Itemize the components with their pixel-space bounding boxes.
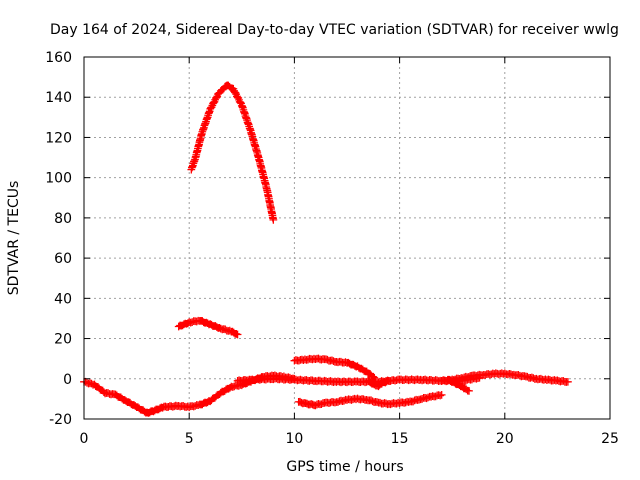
y-axis-label: SDTVAR / TECUs (6, 181, 22, 296)
x-axis-label: GPS time / hours (286, 459, 403, 475)
x-tick-label: 10 (285, 431, 303, 447)
y-tick-label: 140 (45, 90, 72, 106)
y-tick-label: 20 (54, 332, 72, 348)
y-tick-label: 40 (54, 291, 72, 307)
y-tick-label: 100 (45, 171, 72, 187)
x-tick-label: 0 (80, 431, 89, 447)
series-track-6 (294, 391, 446, 410)
series-track-3 (174, 316, 242, 339)
axes: 0 5 10 15 20 25 -20 0 20 40 60 80 100 120 140 160 (45, 50, 619, 447)
series-track-2 (187, 81, 278, 224)
data-point-markers (444, 375, 473, 395)
x-tick-label: 5 (185, 431, 194, 447)
y-tick-label: 0 (63, 372, 72, 388)
y-tick-label: 80 (54, 211, 72, 227)
chart-title: Day 164 of 2024, Sidereal Day-to-day VTE… (50, 22, 619, 38)
plot-frame (83, 56, 611, 420)
series-track-7 (364, 376, 393, 391)
data-point-markers (174, 316, 242, 339)
data-point-markers (364, 376, 393, 391)
series-track-5 (290, 354, 379, 382)
data-point-markers (290, 354, 379, 382)
series-track-8 (437, 369, 572, 386)
data-point-markers (294, 391, 446, 410)
data-series (80, 81, 572, 417)
x-tick-label: 25 (601, 431, 619, 447)
y-tick-label: 120 (45, 130, 72, 146)
x-tick-label: 15 (391, 431, 409, 447)
y-tick-label: 60 (54, 251, 72, 267)
data-point-markers (187, 81, 278, 224)
series-track-9 (444, 375, 473, 395)
y-tick-label: -20 (49, 412, 72, 428)
data-point-markers (437, 369, 572, 386)
y-tick-label: 160 (45, 50, 72, 66)
x-tick-label: 20 (496, 431, 514, 447)
